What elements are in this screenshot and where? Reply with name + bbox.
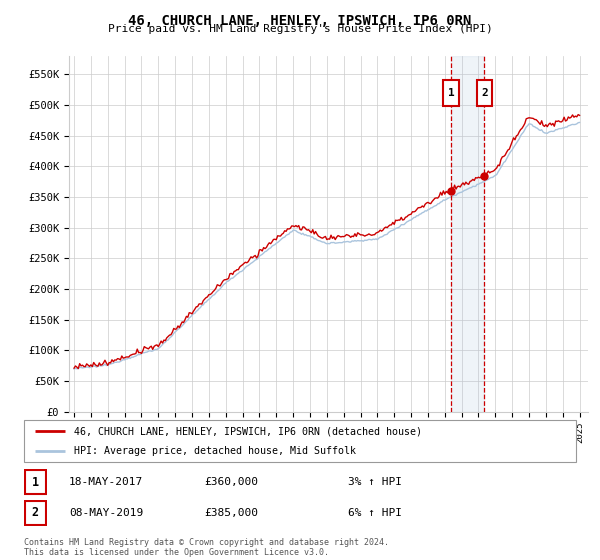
- Text: 2: 2: [481, 88, 488, 98]
- FancyBboxPatch shape: [25, 501, 46, 525]
- Text: 18-MAY-2017: 18-MAY-2017: [69, 477, 143, 487]
- Text: 08-MAY-2019: 08-MAY-2019: [69, 508, 143, 518]
- Text: Contains HM Land Registry data © Crown copyright and database right 2024.
This d: Contains HM Land Registry data © Crown c…: [24, 538, 389, 557]
- Text: 3% ↑ HPI: 3% ↑ HPI: [348, 477, 402, 487]
- Text: £360,000: £360,000: [204, 477, 258, 487]
- FancyBboxPatch shape: [25, 470, 46, 494]
- Text: Price paid vs. HM Land Registry's House Price Index (HPI): Price paid vs. HM Land Registry's House …: [107, 24, 493, 34]
- Text: 2: 2: [32, 506, 39, 520]
- Bar: [451, 56, 484, 412]
- Text: HPI: Average price, detached house, Mid Suffolk: HPI: Average price, detached house, Mid …: [74, 446, 356, 456]
- Text: 46, CHURCH LANE, HENLEY, IPSWICH, IP6 0RN (detached house): 46, CHURCH LANE, HENLEY, IPSWICH, IP6 0R…: [74, 426, 422, 436]
- Text: 1: 1: [448, 88, 454, 98]
- Text: 46, CHURCH LANE, HENLEY, IPSWICH, IP6 0RN: 46, CHURCH LANE, HENLEY, IPSWICH, IP6 0R…: [128, 14, 472, 28]
- Text: £385,000: £385,000: [204, 508, 258, 518]
- Text: 6% ↑ HPI: 6% ↑ HPI: [348, 508, 402, 518]
- FancyBboxPatch shape: [24, 420, 576, 462]
- FancyBboxPatch shape: [443, 80, 458, 106]
- FancyBboxPatch shape: [477, 80, 492, 106]
- Text: 1: 1: [32, 475, 39, 489]
